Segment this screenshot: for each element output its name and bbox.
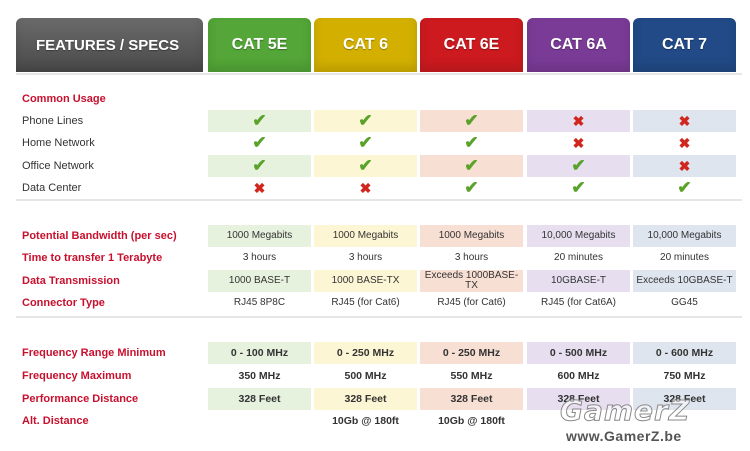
header-cat-7: CAT 7 xyxy=(633,18,736,72)
table-cell: 600 MHz xyxy=(557,370,600,382)
check-icon: ✔ xyxy=(464,178,479,197)
table-cell: 1000 Megabits xyxy=(420,225,523,247)
watermark-logo: GamerZ xyxy=(559,394,691,428)
table-cell: 0 - 600 MHz xyxy=(633,342,736,364)
check-icon: ✔ xyxy=(314,155,417,177)
header-cat-5e: CAT 5E xyxy=(208,18,311,72)
divider xyxy=(16,199,742,201)
cross-icon: ✖ xyxy=(359,180,372,196)
table-cell: 328 Feet xyxy=(314,388,417,410)
check-icon: ✔ xyxy=(314,110,417,132)
check-icon: ✔ xyxy=(208,155,311,177)
check-icon: ✔ xyxy=(677,178,692,197)
table-cell: 328 Feet xyxy=(420,388,523,410)
table-cell: 328 Feet xyxy=(527,388,630,410)
table-cell: 3 hours xyxy=(348,252,383,263)
table-cell: 20 minutes xyxy=(554,252,603,263)
check-icon: ✔ xyxy=(252,133,267,152)
table-cell: 500 MHz xyxy=(344,370,387,382)
table-cell: Exceeds 1000BASE-TX xyxy=(420,270,523,292)
section-common-usage: Common Usage xyxy=(22,93,106,105)
divider xyxy=(16,73,742,75)
table-cell: 10,000 Megabits xyxy=(527,225,630,247)
cross-icon: ✖ xyxy=(572,135,585,151)
table-cell: 3 hours xyxy=(242,252,277,263)
row-label: Alt. Distance xyxy=(22,415,89,427)
table-cell: 0 - 250 MHz xyxy=(314,342,417,364)
cross-icon: ✖ xyxy=(527,110,630,132)
row-label: Frequency Maximum xyxy=(22,370,132,382)
check-icon: ✔ xyxy=(208,110,311,132)
row-label: Frequency Range Minimum xyxy=(22,347,166,359)
cross-icon: ✖ xyxy=(678,135,691,151)
divider xyxy=(16,316,742,318)
header-cat-6a: CAT 6A xyxy=(527,18,630,72)
table-cell: 750 MHz xyxy=(663,370,706,382)
table-cell: RJ45 (for Cat6) xyxy=(437,297,506,308)
check-icon: ✔ xyxy=(420,155,523,177)
cross-icon: ✖ xyxy=(253,180,266,196)
table-cell: 328 Feet xyxy=(633,388,736,410)
row-label: Connector Type xyxy=(22,297,105,309)
table-cell: 350 MHz xyxy=(238,370,281,382)
table-cell: RJ45 (for Cat6A) xyxy=(540,297,617,308)
row-label: Office Network xyxy=(22,160,94,172)
table-cell: 1000 Megabits xyxy=(208,225,311,247)
table-cell: 550 MHz xyxy=(450,370,493,382)
table-cell: 10Gb @ 180ft xyxy=(438,415,505,427)
row-label: Potential Bandwidth (per sec) xyxy=(22,230,177,242)
check-icon: ✔ xyxy=(464,133,479,152)
table-cell: 1000 BASE-T xyxy=(208,270,311,292)
table-cell: 0 - 100 MHz xyxy=(208,342,311,364)
check-icon: ✔ xyxy=(358,133,373,152)
check-icon: ✔ xyxy=(571,178,586,197)
table-cell: 0 - 500 MHz xyxy=(527,342,630,364)
table-cell: 1000 BASE-TX xyxy=(314,270,417,292)
table-cell: 3 hours xyxy=(454,252,489,263)
table-cell: 1000 Megabits xyxy=(314,225,417,247)
header-cat-6: CAT 6 xyxy=(314,18,417,72)
table-cell: 10GBASE-T xyxy=(527,270,630,292)
table-cell: 10Gb @ 180ft xyxy=(332,415,399,427)
table-cell: 10,000 Megabits xyxy=(633,225,736,247)
table-cell: Exceeds 10GBASE-T xyxy=(633,270,736,292)
row-label: Performance Distance xyxy=(22,393,139,405)
check-icon: ✔ xyxy=(527,155,630,177)
table-cell: 0 - 250 MHz xyxy=(420,342,523,364)
header-features-specs: FEATURES / SPECS xyxy=(16,18,203,72)
table-cell: RJ45 8P8C xyxy=(233,297,286,308)
table-cell: GG45 xyxy=(671,297,698,308)
row-label: Phone Lines xyxy=(22,115,84,127)
cross-icon: ✖ xyxy=(633,155,736,177)
row-label: Data Transmission xyxy=(22,275,120,287)
header-cat-6e: CAT 6E xyxy=(420,18,523,72)
watermark-url: www.GamerZ.be xyxy=(566,428,682,444)
table-cell xyxy=(208,410,311,432)
row-label: Home Network xyxy=(22,137,95,149)
table-cell: RJ45 (for Cat6) xyxy=(331,297,400,308)
check-icon: ✔ xyxy=(420,110,523,132)
row-label: Time to transfer 1 Terabyte xyxy=(22,252,163,264)
table-cell: 20 minutes xyxy=(660,252,709,263)
cross-icon: ✖ xyxy=(633,110,736,132)
table-cell: 328 Feet xyxy=(208,388,311,410)
row-label: Data Center xyxy=(22,182,82,194)
